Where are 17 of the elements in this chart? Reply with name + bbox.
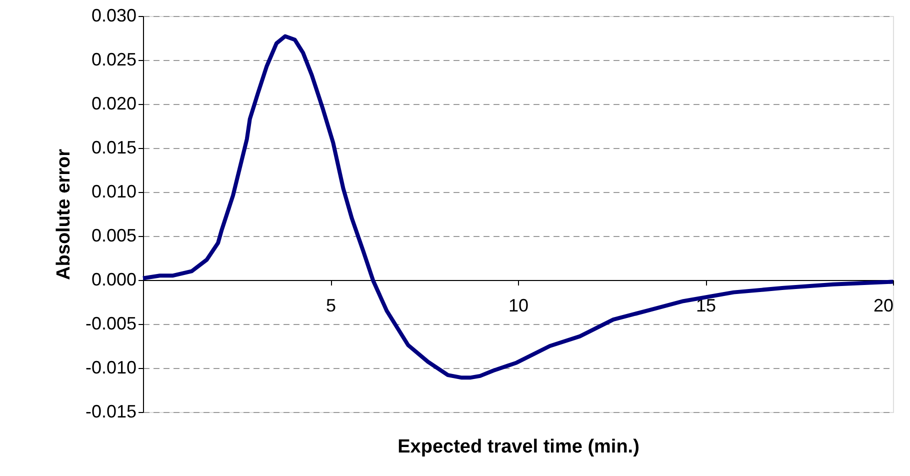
y-tick-label: 0.020	[91, 94, 136, 114]
x-tick-label: 10	[508, 296, 529, 316]
y-tick-label: -0.010	[85, 358, 136, 378]
y-tick-label: -0.015	[85, 402, 136, 422]
y-tick-label: 0.005	[91, 226, 136, 246]
x-tick-label: 5	[326, 296, 336, 316]
y-tick-label: 0.025	[91, 50, 136, 70]
x-axis-title: Expected travel time (min.)	[398, 436, 640, 458]
y-tick-label: 0.015	[91, 138, 136, 158]
y-tick-label: 0.000	[91, 270, 136, 290]
y-tick-label: 0.030	[91, 6, 136, 26]
x-tick-label: 15	[696, 296, 716, 316]
y-axis-title: Absolute error	[53, 148, 74, 280]
y-tick-label: -0.005	[85, 314, 136, 334]
y-tick-label: 0.010	[91, 182, 136, 202]
line-series	[141, 34, 895, 380]
x-tick-label: 20	[873, 296, 894, 316]
